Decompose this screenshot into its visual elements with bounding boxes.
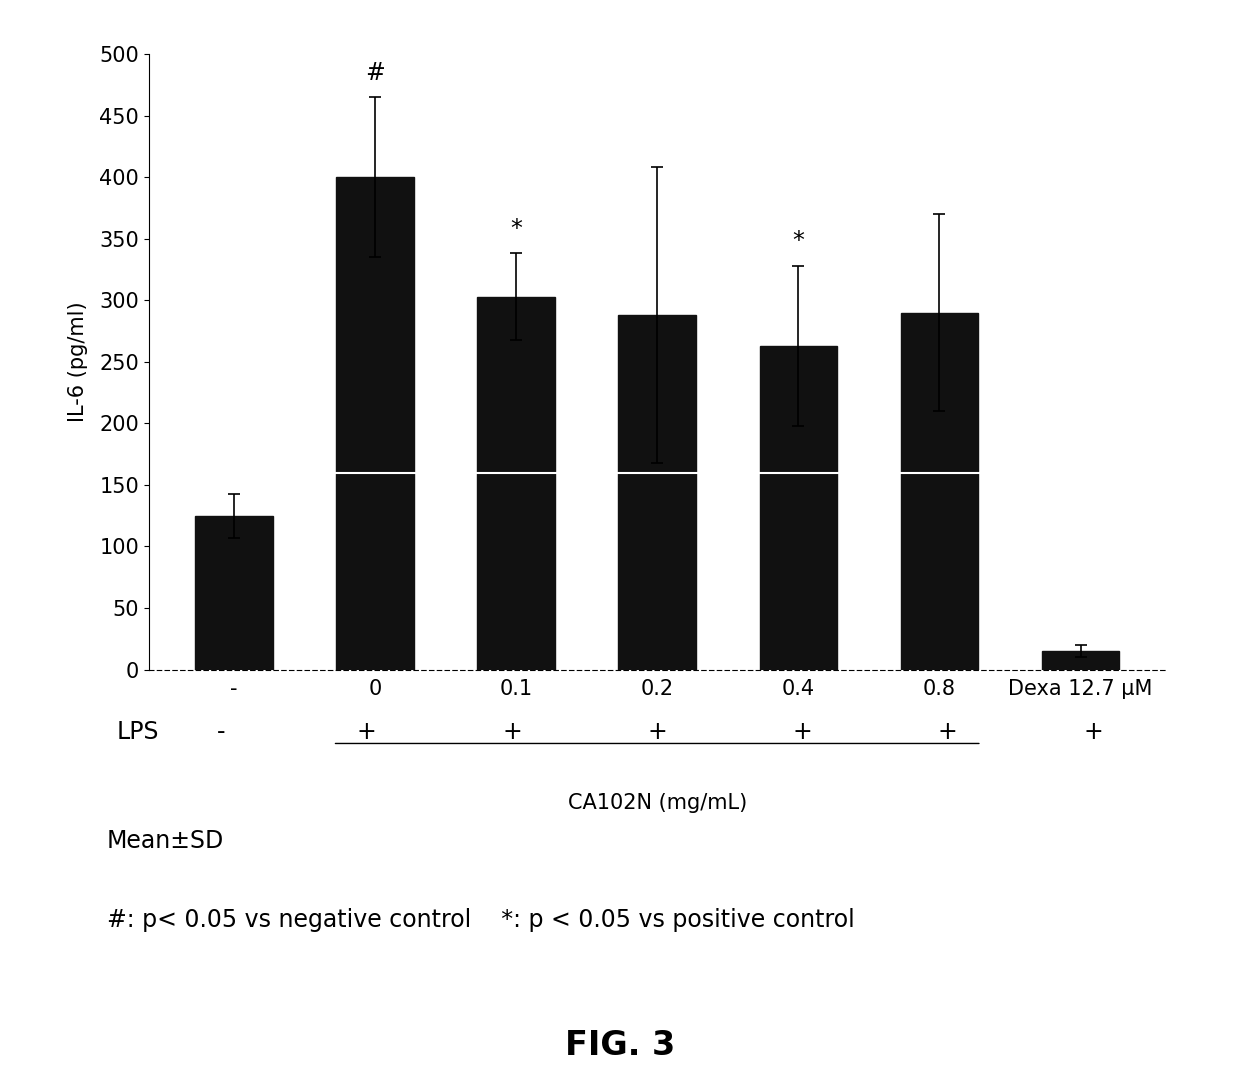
- Text: FIG. 3: FIG. 3: [565, 1028, 675, 1062]
- Bar: [619, 315, 696, 670]
- Bar: [195, 516, 273, 670]
- Text: LPS: LPS: [117, 719, 160, 744]
- Text: #: #: [365, 60, 384, 84]
- Text: Mean±SD: Mean±SD: [107, 828, 224, 853]
- Text: +: +: [937, 719, 957, 744]
- Text: #: p< 0.05 vs negative control    *: p < 0.05 vs positive control: #: p< 0.05 vs negative control *: p < 0.…: [107, 907, 854, 932]
- Text: +: +: [792, 719, 812, 744]
- Bar: [760, 346, 837, 670]
- Text: +: +: [357, 719, 377, 744]
- Text: +: +: [502, 719, 522, 744]
- Bar: [336, 177, 414, 670]
- Text: CA102N (mg/mL): CA102N (mg/mL): [568, 793, 746, 813]
- Bar: [900, 312, 978, 670]
- Text: +: +: [647, 719, 667, 744]
- Text: +: +: [1083, 719, 1102, 744]
- Text: *: *: [792, 229, 805, 254]
- Bar: [477, 297, 554, 670]
- Text: *: *: [510, 217, 522, 241]
- Bar: [1042, 651, 1120, 670]
- Y-axis label: IL-6 (pg/ml): IL-6 (pg/ml): [68, 301, 88, 422]
- Text: -: -: [217, 719, 226, 744]
